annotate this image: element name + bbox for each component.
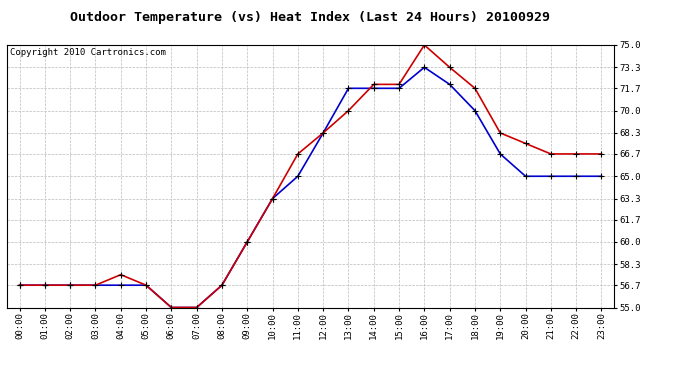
Text: Outdoor Temperature (vs) Heat Index (Last 24 Hours) 20100929: Outdoor Temperature (vs) Heat Index (Las… — [70, 11, 551, 24]
Text: Copyright 2010 Cartronics.com: Copyright 2010 Cartronics.com — [10, 48, 166, 57]
